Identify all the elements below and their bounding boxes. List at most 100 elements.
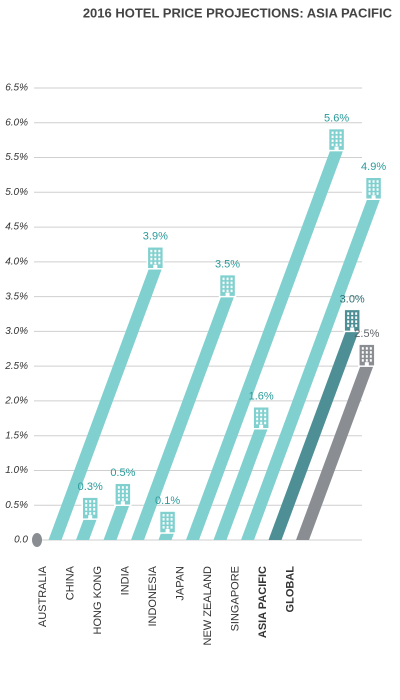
building-window: [351, 324, 354, 327]
value-label: 0.1%: [155, 495, 180, 507]
building-door: [225, 292, 230, 297]
y-tick-label: 3.5%: [5, 291, 28, 302]
building-window: [372, 192, 375, 195]
building-window: [158, 249, 161, 253]
building-window: [154, 253, 157, 257]
bar: [76, 519, 97, 540]
chart-title: 2016 HOTEL PRICE PROJECTIONS: ASIA PACIF…: [83, 5, 393, 20]
building-window: [230, 281, 233, 285]
building-window: [226, 289, 229, 293]
building-window: [150, 257, 153, 261]
value-label: 2.5%: [354, 328, 379, 340]
x-tick-label: NEW ZEALAND: [202, 566, 214, 646]
building-window: [154, 257, 157, 261]
building-window: [162, 522, 165, 525]
building-window: [125, 490, 128, 493]
building-window: [117, 498, 120, 501]
building-window: [260, 409, 263, 413]
bar: [213, 428, 268, 540]
building-window: [222, 285, 225, 289]
y-tick-label: 5.0%: [5, 187, 28, 198]
building-icon: [252, 405, 270, 430]
building-window: [361, 347, 364, 350]
building-window: [121, 494, 124, 497]
building-window: [365, 359, 368, 362]
building-window: [264, 413, 267, 417]
building-window: [347, 312, 350, 315]
building-window: [222, 281, 225, 285]
y-tick-label: 0.0: [14, 535, 28, 546]
building-window: [376, 188, 379, 191]
origin-dot: [32, 533, 42, 547]
building-window: [372, 184, 375, 187]
value-label: 0.5%: [110, 467, 135, 479]
bar: [48, 268, 162, 540]
bar: [103, 505, 130, 540]
building-window: [150, 249, 153, 253]
building-window: [331, 143, 334, 147]
building-window: [331, 131, 334, 135]
building-door: [153, 264, 158, 269]
y-tick-label: 5.5%: [5, 152, 28, 163]
bar: [296, 366, 374, 540]
building-icon: [358, 343, 376, 367]
building-icon: [81, 496, 99, 520]
y-tick-label: 2.5%: [4, 361, 28, 372]
x-tick-label: INDONESIA: [147, 565, 159, 626]
value-label: 5.6%: [324, 112, 349, 124]
building-window: [154, 261, 157, 265]
building-icon: [327, 127, 346, 152]
building-window: [166, 526, 169, 529]
building-window: [230, 289, 233, 293]
building-window: [93, 504, 96, 507]
building-door: [334, 146, 339, 151]
building-icon: [158, 510, 177, 534]
y-tick-label: 3.0%: [5, 326, 28, 337]
building-door: [120, 501, 125, 506]
bar: [186, 150, 344, 541]
value-label: 4.9%: [361, 161, 386, 173]
building-window: [170, 514, 173, 517]
building-window: [230, 277, 233, 281]
building-window: [368, 192, 371, 195]
building-window: [158, 253, 161, 257]
bar: [158, 533, 175, 540]
building-icon: [364, 176, 383, 201]
building-window: [89, 504, 92, 507]
building-window: [256, 417, 259, 421]
building-window: [256, 413, 259, 417]
building-window: [351, 312, 354, 315]
building-window: [158, 257, 161, 261]
building-window: [264, 417, 267, 421]
building-window: [355, 320, 358, 323]
building-door: [371, 195, 376, 200]
building-window: [339, 143, 342, 147]
y-tick-label: 2.0%: [4, 396, 28, 407]
building-door: [259, 424, 264, 429]
building-window: [376, 184, 379, 187]
building-window: [376, 180, 379, 183]
y-tick-label: 6.5%: [5, 83, 28, 94]
building-window: [369, 351, 372, 354]
building-window: [335, 143, 338, 147]
building-window: [355, 316, 358, 319]
building-window: [85, 508, 88, 511]
building-door: [165, 529, 170, 534]
building-window: [347, 320, 350, 323]
y-tick-label: 4.0%: [5, 256, 28, 267]
building-window: [162, 526, 165, 529]
building-window: [331, 135, 334, 139]
building-window: [121, 486, 124, 489]
building-window: [347, 324, 350, 327]
building-window: [93, 500, 96, 503]
building-window: [355, 312, 358, 315]
building-window: [154, 249, 157, 253]
building-window: [117, 486, 120, 489]
bar: [241, 199, 381, 540]
building-window: [162, 518, 165, 521]
building-window: [335, 135, 338, 139]
x-tick-label: JAPAN: [174, 566, 186, 601]
x-tick-label: HONG KONG: [92, 566, 104, 634]
building-window: [170, 526, 173, 529]
